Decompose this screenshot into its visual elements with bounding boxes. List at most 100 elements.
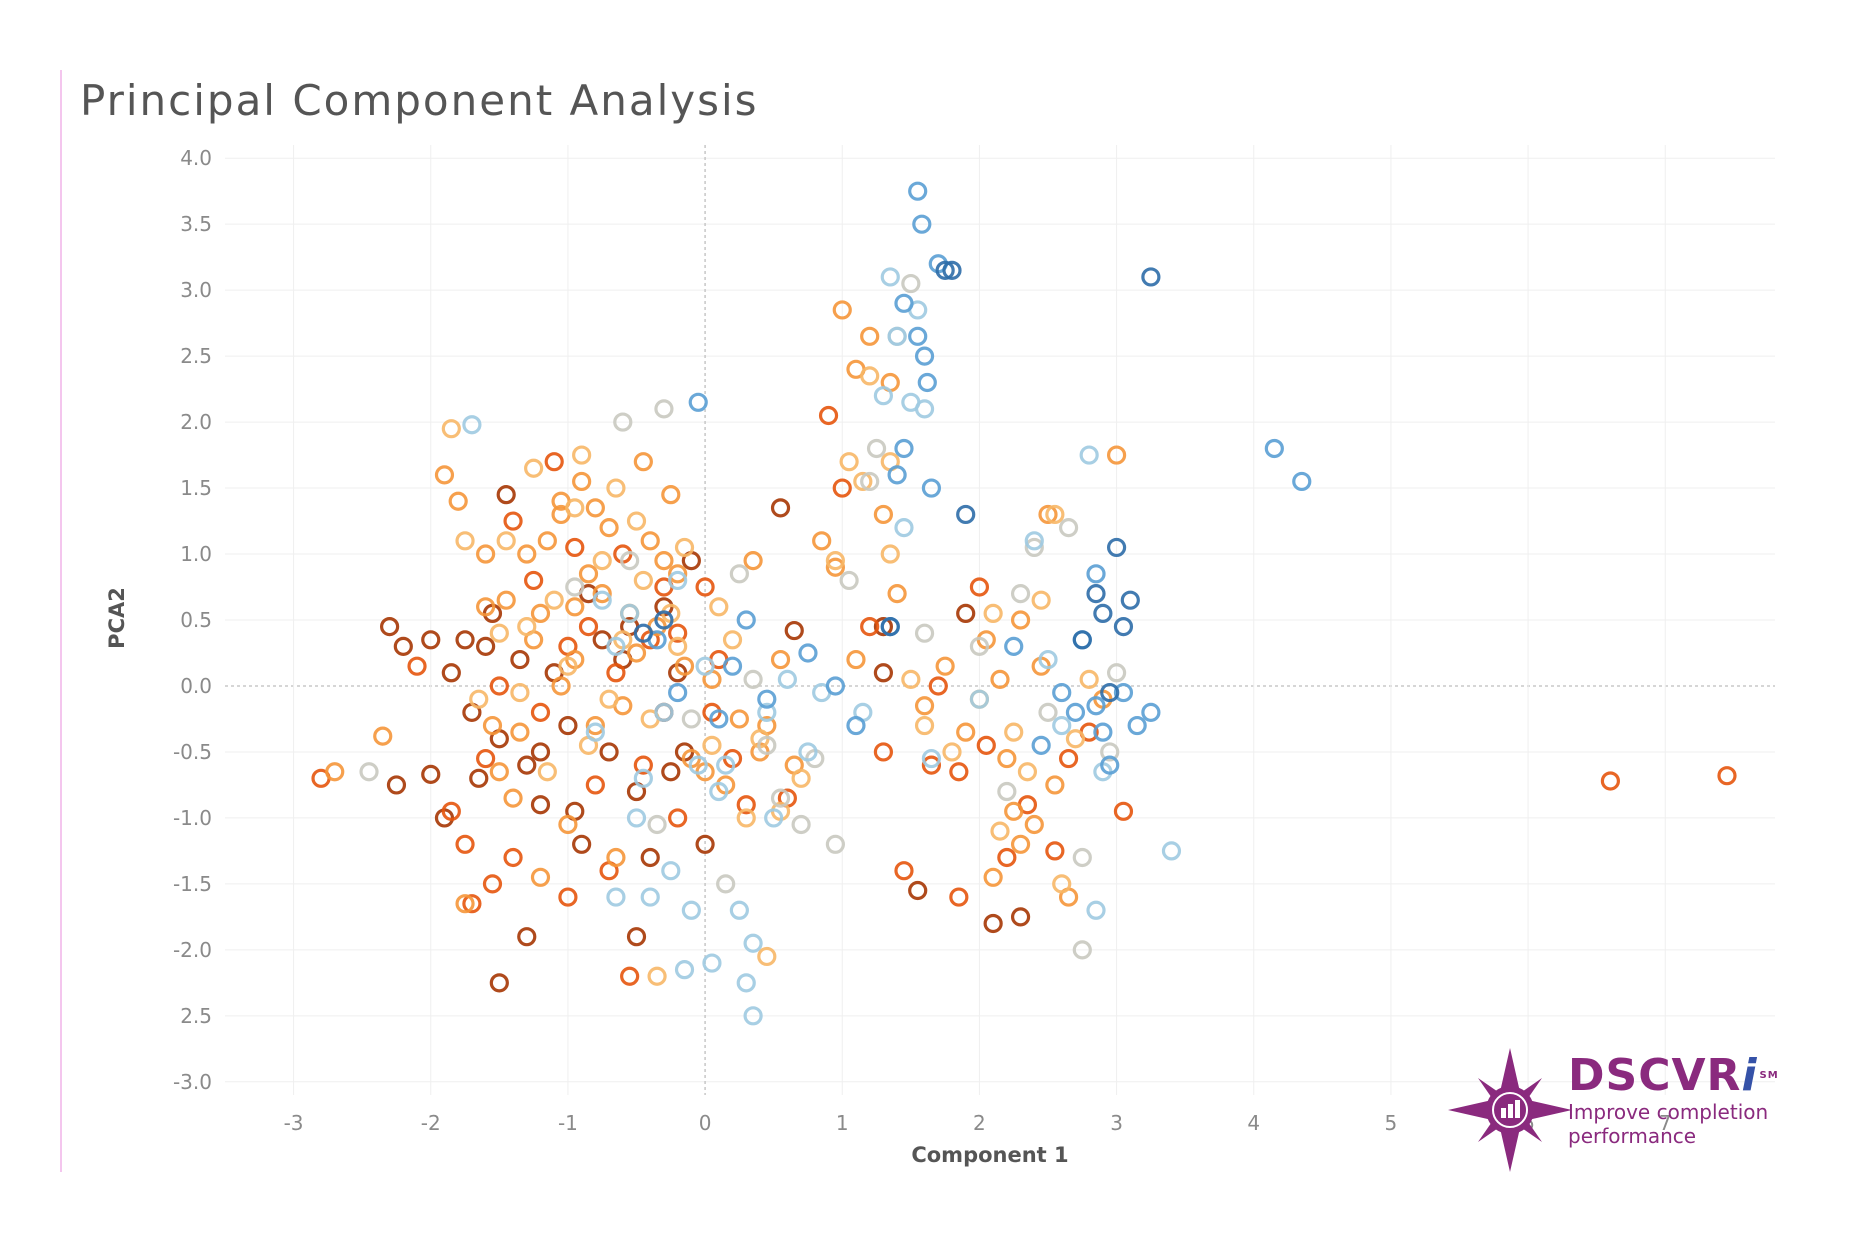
data-point: [791, 768, 811, 788]
data-point: [517, 755, 537, 775]
data-point: [386, 775, 407, 795]
data-point: [873, 504, 894, 525]
y-tick-label: 3.5: [180, 212, 212, 236]
data-point: [510, 682, 530, 703]
data-point: [839, 570, 859, 591]
data-point: [565, 537, 585, 558]
data-point: [620, 603, 640, 624]
data-point: [887, 465, 907, 485]
x-tick-label: 2: [973, 1111, 986, 1135]
data-point: [969, 636, 990, 656]
data-point: [976, 735, 996, 755]
data-point: [476, 636, 496, 656]
data-point: [668, 682, 688, 703]
data-point: [558, 656, 578, 676]
data-point: [914, 399, 935, 419]
y-tick-label: -3.0: [173, 1070, 212, 1094]
data-point: [489, 762, 509, 782]
data-point: [716, 755, 736, 775]
data-point: [373, 726, 393, 746]
data-point: [798, 742, 818, 762]
data-point: [716, 874, 736, 894]
data-point: [914, 715, 935, 736]
data-point: [1086, 696, 1106, 716]
data-point: [654, 610, 674, 630]
data-point: [606, 636, 626, 656]
data-point: [482, 874, 503, 894]
x-tick-label: -2: [421, 1111, 441, 1135]
data-point: [798, 643, 818, 663]
data-point: [894, 518, 914, 538]
data-point: [743, 551, 763, 571]
data-point: [901, 669, 921, 689]
data-point: [1127, 715, 1147, 736]
data-point: [393, 636, 413, 656]
data-point: [825, 551, 845, 571]
data-point: [524, 458, 544, 478]
data-point: [1086, 900, 1106, 920]
data-point: [983, 913, 1003, 934]
data-point: [935, 656, 955, 676]
data-point: [524, 570, 544, 591]
data-point: [530, 795, 551, 815]
data-point: [1072, 847, 1092, 868]
data-point: [1065, 702, 1086, 722]
data-point: [1093, 722, 1113, 742]
data-point: [654, 399, 674, 419]
data-point: [1113, 801, 1134, 821]
data-point: [606, 663, 626, 683]
data-point: [448, 491, 468, 511]
data-point: [832, 478, 852, 498]
data-point: [558, 715, 578, 736]
data-point: [592, 551, 612, 571]
data-point: [572, 834, 592, 854]
data-point: [613, 412, 633, 432]
data-point: [359, 762, 379, 782]
data-point: [1024, 531, 1044, 551]
data-point: [729, 709, 749, 729]
data-point: [894, 438, 914, 459]
data-point: [921, 478, 942, 498]
data-point: [606, 887, 626, 907]
data-point: [1017, 762, 1038, 782]
data-point: [537, 762, 557, 782]
data-point: [1052, 874, 1072, 894]
left-border-line: [60, 70, 62, 1172]
dscvri-logo-icon: [1448, 1048, 1572, 1172]
data-point: [1086, 564, 1106, 584]
logo-brand-accent: i: [1741, 1050, 1758, 1101]
y-tick-label: 0.0: [180, 674, 212, 698]
data-point: [1065, 729, 1086, 749]
data-point: [476, 748, 496, 769]
data-point: [661, 485, 681, 505]
y-tick-label: 3.0: [180, 278, 212, 302]
data-point: [530, 742, 551, 762]
data-point: [1141, 267, 1161, 287]
data-point: [969, 577, 990, 597]
data-point: [736, 795, 756, 815]
data-point: [668, 564, 688, 584]
data-point: [585, 498, 605, 518]
data-point: [1010, 584, 1031, 604]
data-point: [860, 616, 880, 637]
data-point: [1031, 735, 1051, 755]
data-point: [990, 669, 1010, 689]
data-point: [736, 973, 756, 993]
data-point: [956, 722, 976, 742]
data-point: [990, 821, 1010, 841]
data-point: [1717, 766, 1737, 786]
data-point: [914, 346, 935, 366]
data-point: [695, 577, 715, 597]
data-point: [969, 689, 990, 709]
data-point: [777, 669, 797, 689]
data-point: [770, 649, 791, 670]
data-point: [688, 392, 708, 412]
data-point: [530, 603, 551, 624]
y-tick-label: -1.0: [173, 806, 212, 830]
data-point: [592, 590, 612, 610]
data-point: [626, 643, 647, 663]
data-point: [681, 709, 701, 729]
data-point: [661, 861, 681, 881]
logo-service-mark: SM: [1759, 1070, 1779, 1081]
